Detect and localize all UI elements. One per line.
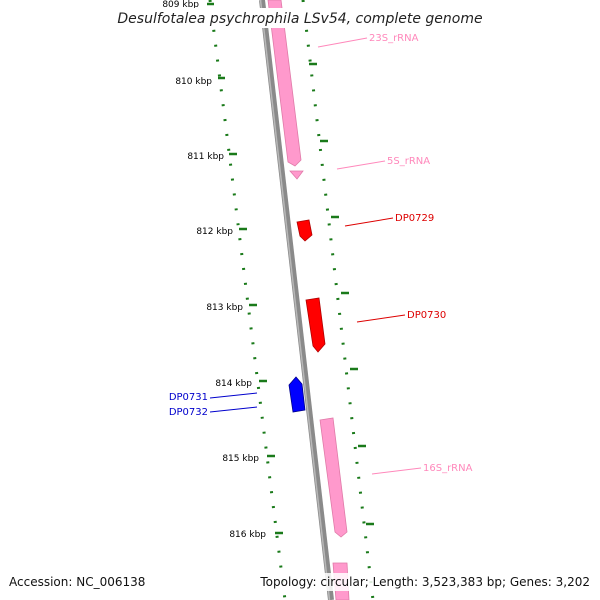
accession-text: Accession: NC_006138 xyxy=(9,575,145,589)
tick-label-814: 814 kbp xyxy=(215,379,252,389)
label-5s-rrna[interactable]: 5S_rRNA xyxy=(387,156,430,167)
leader-23s xyxy=(317,37,368,48)
tick-label-809: 809 kbp xyxy=(162,0,199,10)
label-16s-rrna[interactable]: 16S_rRNA xyxy=(423,463,473,474)
label-23s-rrna[interactable]: 23S_rRNA xyxy=(369,33,419,44)
leader-dp0729 xyxy=(344,217,394,227)
leader-16s xyxy=(371,467,422,475)
tick-label-813: 813 kbp xyxy=(206,303,243,313)
gene-dp0731-dp0732-arrow[interactable] xyxy=(288,376,306,413)
leader-5s xyxy=(336,160,386,170)
tick-label-811: 811 kbp xyxy=(187,152,224,162)
genome-backbone xyxy=(259,0,334,600)
label-dp0732[interactable]: DP0732 xyxy=(169,407,208,418)
tick-label-810: 810 kbp xyxy=(175,77,212,87)
genome-summary-text: Topology: circular; Length: 3,523,383 bp… xyxy=(259,575,590,589)
label-dp0729[interactable]: DP0729 xyxy=(395,213,434,224)
label-dp0731[interactable]: DP0731 xyxy=(169,392,208,403)
rrna-5s-arrow[interactable] xyxy=(289,170,304,180)
tick-label-816: 816 kbp xyxy=(229,530,266,540)
tick-label-812: 812 kbp xyxy=(196,227,233,237)
leader-dp0732 xyxy=(209,406,258,413)
leader-dp0730 xyxy=(356,314,406,323)
rrna-23s-arrow[interactable] xyxy=(267,0,302,167)
gene-dp0730-arrow[interactable] xyxy=(305,297,326,353)
leader-dp0731 xyxy=(209,392,258,399)
gene-dp0729-arrow[interactable] xyxy=(296,219,313,242)
map-title: Desulfotalea psychrophila LSv54, complet… xyxy=(117,11,482,27)
tick-label-815: 815 kbp xyxy=(222,454,259,464)
major-ticks xyxy=(207,2,374,535)
label-dp0730[interactable]: DP0730 xyxy=(407,310,446,321)
rrna-16s-arrow[interactable] xyxy=(319,417,348,538)
